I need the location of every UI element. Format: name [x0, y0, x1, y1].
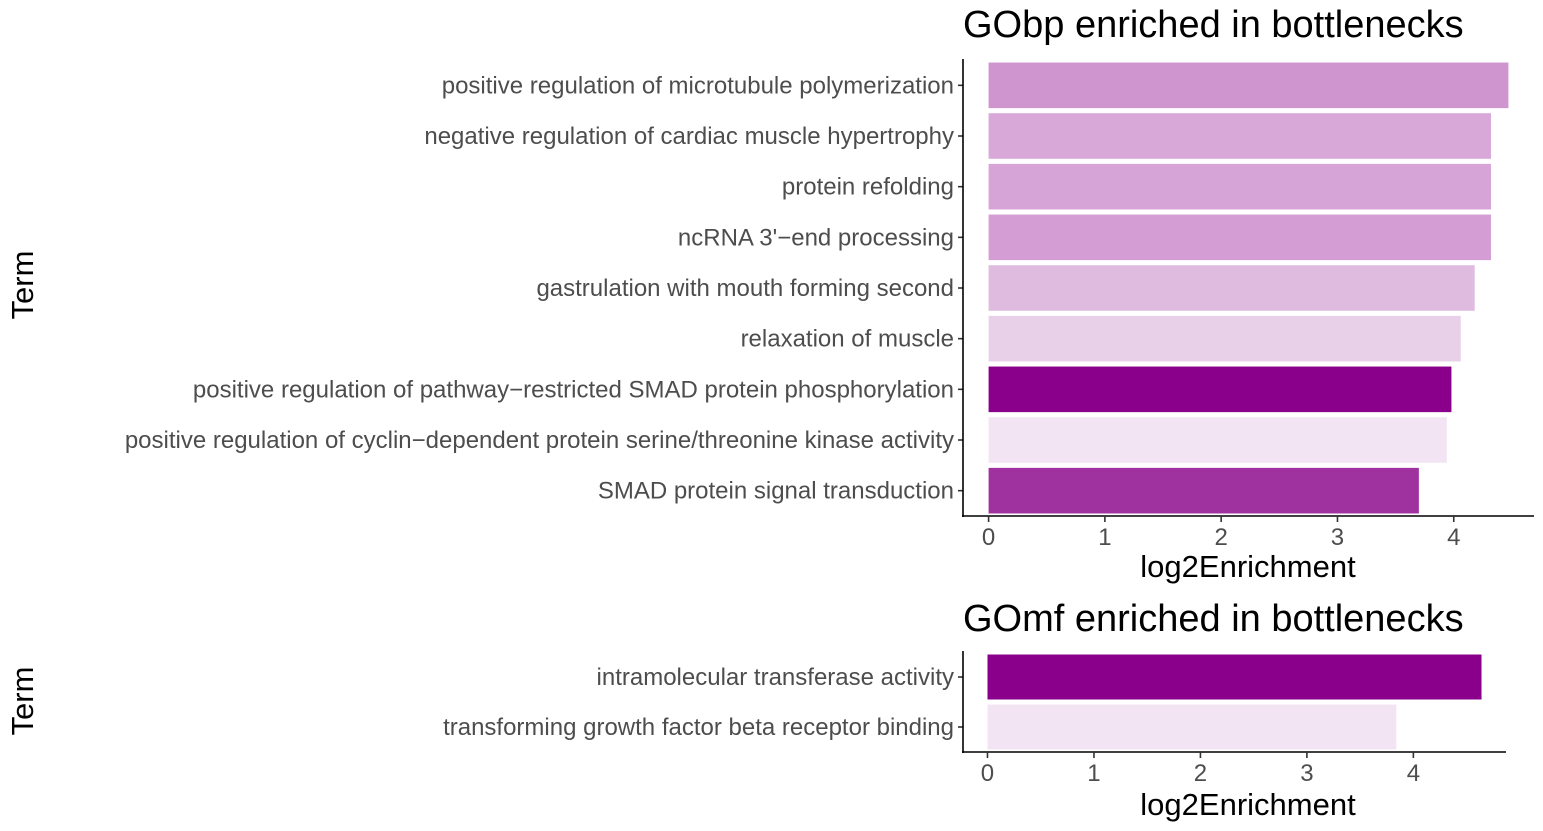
x-tick-label: 4 [1407, 760, 1420, 787]
bar [987, 704, 1397, 750]
y-tick-label: relaxation of muscle [741, 326, 954, 353]
x-tick-label: 1 [1087, 760, 1100, 787]
y-tick-label: ncRNA 3'−end processing [678, 224, 954, 251]
y-tick-label: intramolecular transferase activity [597, 664, 954, 691]
panel-gobp: GObp enriched in bottlenecks Term log2En… [5, 4, 1534, 584]
x-axis-title: log2Enrichment [1140, 549, 1356, 584]
y-tick-label: gastrulation with mouth forming second [536, 275, 954, 302]
bar [988, 163, 1491, 210]
y-axis-title: Term [5, 251, 40, 320]
bar [988, 265, 1475, 311]
x-tick-label: 3 [1331, 524, 1344, 551]
bar [988, 62, 1509, 109]
x-tick-label: 1 [1098, 524, 1111, 551]
bar [988, 417, 1447, 463]
x-tick-label: 2 [1214, 524, 1227, 551]
chart-title: GOmf enriched in bottlenecks [963, 598, 1464, 640]
x-axis-title: log2Enrichment [1140, 787, 1356, 822]
bar [988, 467, 1419, 514]
x-tick-label: 0 [981, 760, 994, 787]
x-tick-label: 3 [1300, 760, 1313, 787]
chart-title: GObp enriched in bottlenecks [963, 4, 1464, 46]
y-tick-label: protein refolding [782, 174, 954, 201]
y-tick-label: positive regulation of microtubule polym… [442, 72, 954, 99]
y-tick-label: negative regulation of cardiac muscle hy… [424, 123, 954, 150]
y-tick-label: SMAD protein signal transduction [598, 478, 954, 505]
x-tick-label: 0 [982, 524, 995, 551]
bar [988, 366, 1452, 413]
panel-gomf: GOmf enriched in bottlenecks Term log2En… [5, 598, 1506, 822]
bar [988, 214, 1491, 261]
x-tick-label: 4 [1447, 524, 1460, 551]
y-tick-label: transforming growth factor beta receptor… [443, 714, 954, 741]
bar [988, 113, 1491, 159]
y-axis-title: Term [5, 667, 40, 736]
bar [987, 654, 1482, 700]
y-tick-label: positive regulation of pathway−restricte… [193, 376, 954, 403]
y-tick-label: positive regulation of cyclin−dependent … [125, 427, 954, 454]
bar [988, 315, 1461, 362]
x-tick-label: 2 [1194, 760, 1207, 787]
